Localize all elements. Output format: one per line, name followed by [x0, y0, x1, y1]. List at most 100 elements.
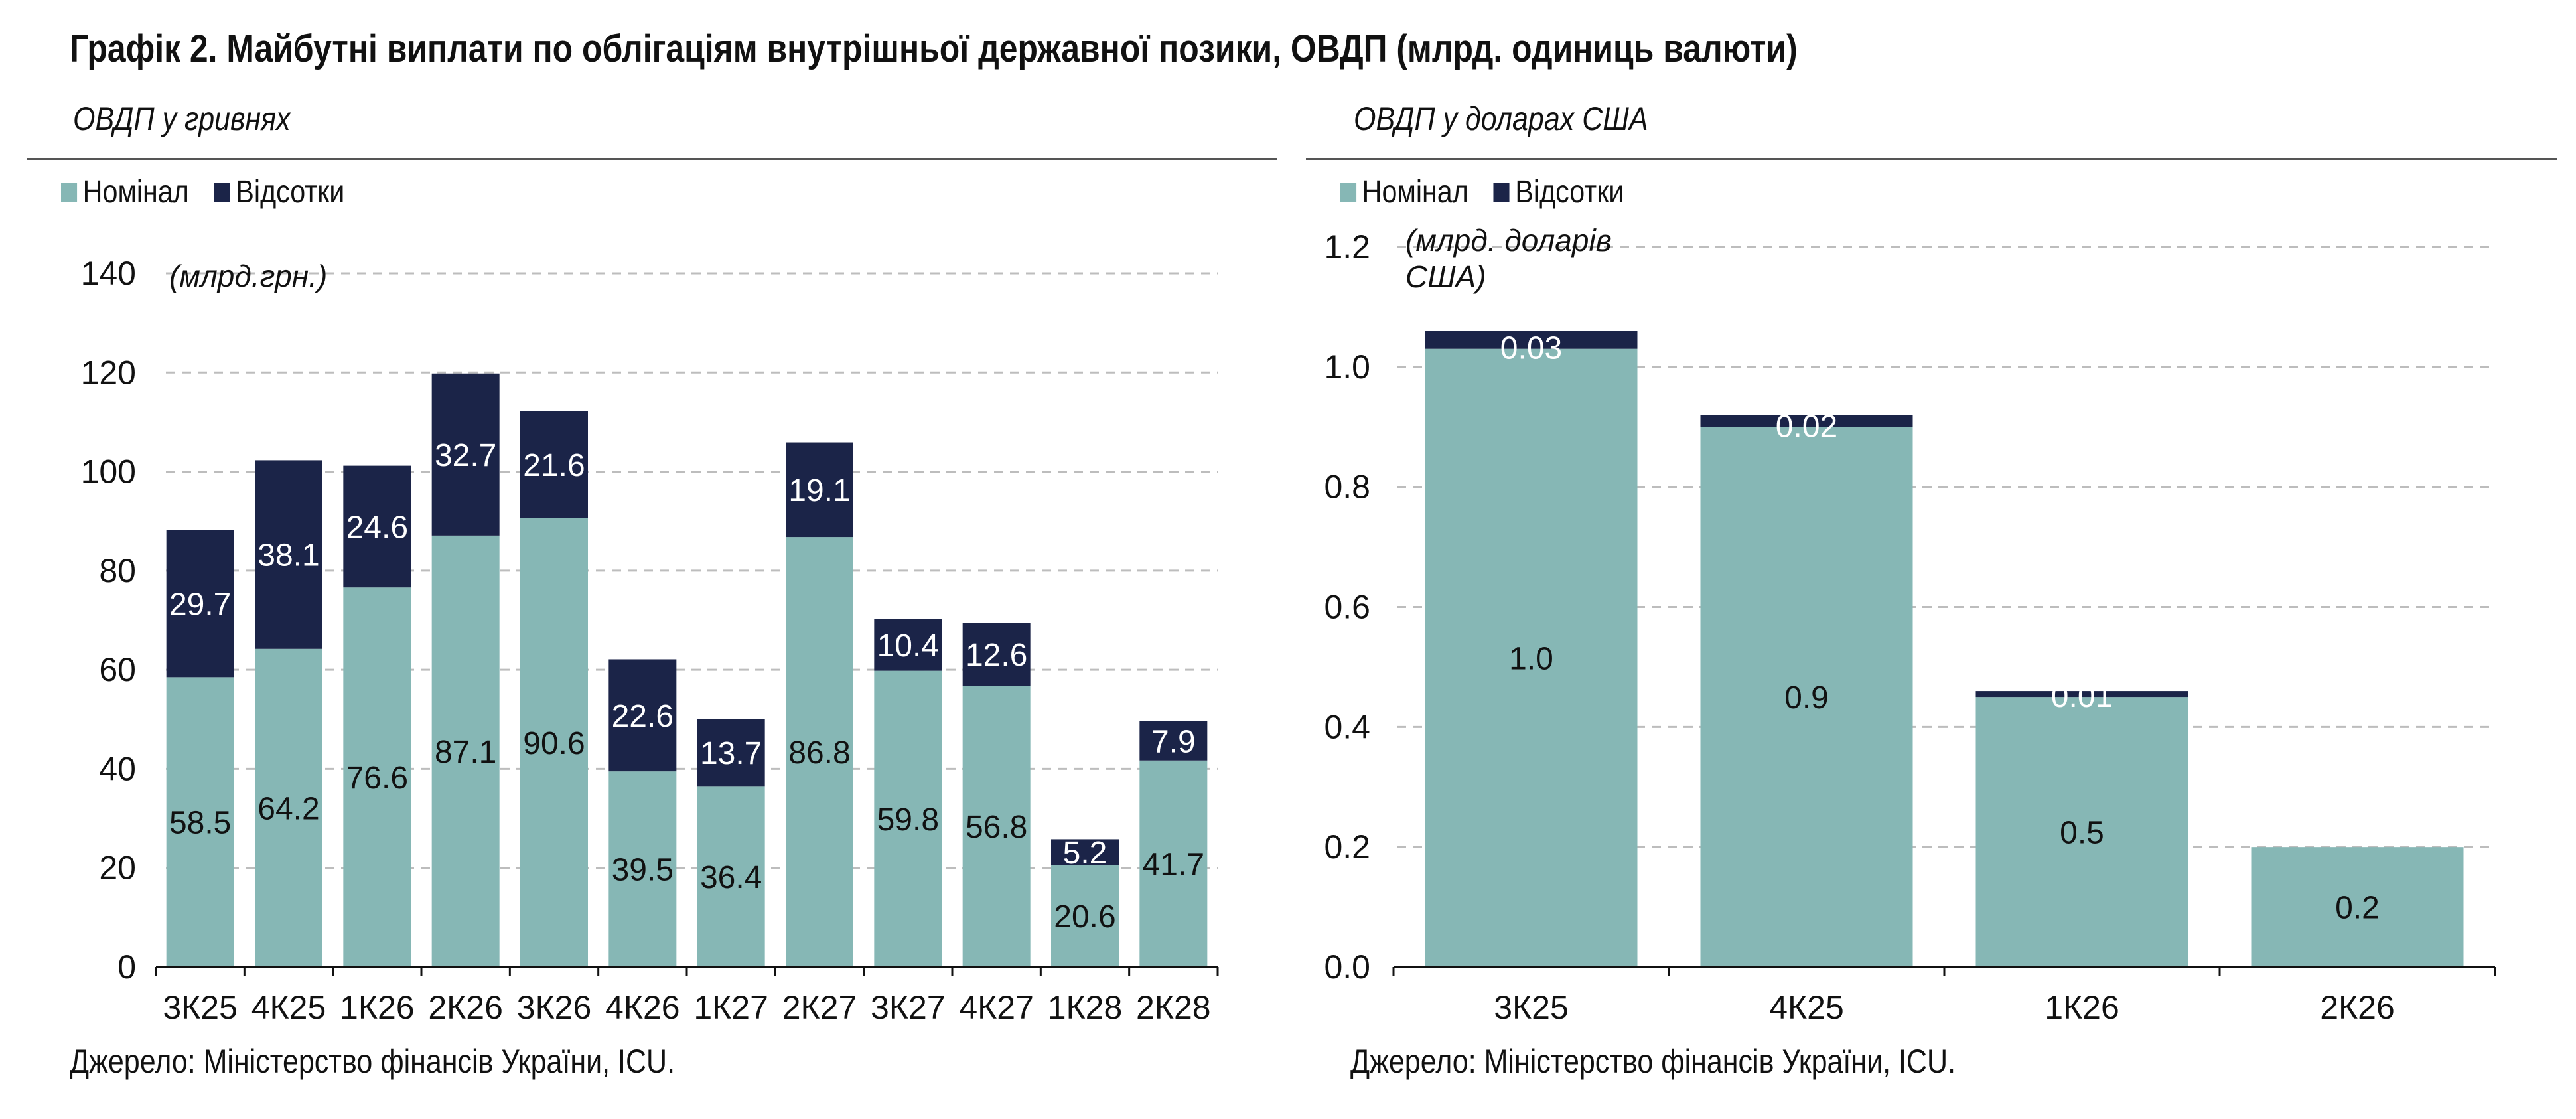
- bar-nominal: [1051, 865, 1119, 967]
- data-label-nominal: 39.5: [612, 853, 674, 888]
- data-label-interest: 38.1: [257, 538, 319, 573]
- bar-nominal: [608, 771, 677, 967]
- data-label-interest: 10.4: [877, 629, 939, 664]
- data-label-interest: 19.1: [788, 473, 850, 508]
- x-category-label: 3К25: [1494, 989, 1569, 1026]
- bar-nominal: [786, 537, 853, 967]
- legend-swatch-interest: [1493, 183, 1510, 202]
- data-label-nominal: 20.6: [1054, 899, 1115, 934]
- data-label-interest: 29.7: [169, 587, 231, 622]
- bar-interest: [962, 623, 1031, 686]
- bar-nominal: [166, 677, 234, 967]
- data-label-interest: 12.6: [966, 638, 1027, 673]
- x-category-label: 3К27: [871, 989, 946, 1026]
- bar-interest: [874, 619, 942, 671]
- legend-label-nominal: Номінал: [1362, 175, 1468, 210]
- unit-note: (млрд.грн.): [169, 259, 327, 293]
- data-label-nominal: 86.8: [788, 735, 850, 771]
- x-category-label: 2К27: [782, 989, 857, 1026]
- data-label-nominal: 59.8: [877, 802, 939, 838]
- right-header-rule: [1306, 158, 2557, 160]
- bar-nominal: [962, 686, 1031, 967]
- y-tick-label: 0.2: [1324, 828, 1370, 865]
- uah-bond-chart: 0 20 40 60 80 100 120 140 (млрд.грн.) 58.5 29.7 3К2…: [81, 255, 1219, 1026]
- data-label-interest: 0.03: [1500, 331, 1562, 366]
- bar-nominal: [520, 518, 588, 967]
- x-category-label: 3К26: [517, 989, 592, 1026]
- bar-nominal: [697, 786, 765, 967]
- bar-interest: [166, 530, 234, 678]
- data-label-interest: 5.2: [1063, 836, 1108, 871]
- data-label-nominal: 58.5: [169, 806, 231, 841]
- bar-nominal: [343, 587, 411, 967]
- data-label-interest: 0.02: [1776, 409, 1837, 444]
- bar-interest: [1425, 331, 1638, 349]
- data-label-nominal: 0.9: [1784, 680, 1829, 715]
- legend-swatch-nominal: [1340, 183, 1357, 202]
- data-label-nominal: 87.1: [435, 735, 496, 770]
- right-source-note: Джерело: Міністерство фінансів України, …: [1350, 1043, 1956, 1080]
- bar-interest: [520, 411, 588, 518]
- bar-interest: [255, 460, 322, 649]
- y-tick-label: 60: [99, 651, 136, 688]
- y-tick-label: 120: [81, 354, 136, 391]
- y-tick-label: 0.8: [1324, 469, 1370, 506]
- bar-interest: [431, 373, 500, 536]
- data-label-nominal: 56.8: [966, 810, 1027, 845]
- bar-interest: [697, 719, 765, 787]
- bar-nominal: [1425, 348, 1638, 967]
- legend-swatch-nominal: [61, 183, 78, 202]
- figure-title: Графік 2. Майбутні виплати по облігаціям…: [70, 27, 1798, 70]
- y-tick-label: 1.0: [1324, 348, 1370, 386]
- y-tick-label: 0: [117, 948, 136, 986]
- data-label-nominal: 90.6: [523, 726, 585, 761]
- data-label-interest: 24.6: [346, 510, 408, 545]
- bar-nominal: [431, 535, 500, 967]
- bar-nominal: [1975, 697, 2188, 967]
- x-category-label: 4К27: [959, 989, 1034, 1026]
- bar-nominal: [874, 670, 942, 967]
- data-label-interest: 32.7: [435, 438, 496, 473]
- legend-label-interest: Відсотки: [236, 175, 345, 210]
- right-legend: Номінал Відсотки: [1340, 174, 1649, 210]
- bar-interest: [1975, 691, 2188, 698]
- x-category-label: 3К25: [163, 989, 238, 1026]
- data-label-nominal: 1.0: [1509, 641, 1553, 676]
- legend-item-nominal: Номінал: [1340, 174, 1468, 210]
- bar-interest: [786, 442, 853, 538]
- legend-label-nominal: Номінал: [82, 175, 189, 210]
- y-tick-label: 80: [99, 552, 136, 589]
- unit-note: (млрд. доларів: [1405, 223, 1612, 258]
- x-category-label: 4К25: [251, 989, 326, 1026]
- y-tick-label: 100: [81, 453, 136, 490]
- data-label-nominal: 41.7: [1143, 847, 1204, 882]
- left-chart-subtitle: ОВДП у гривнях: [73, 100, 291, 137]
- legend-item-interest: Відсотки: [1493, 174, 1624, 210]
- left-source-note: Джерело: Міністерство фінансів України, …: [70, 1043, 676, 1080]
- y-tick-label: 0.6: [1324, 589, 1370, 626]
- data-label-interest: 21.6: [523, 448, 585, 483]
- x-category-label: 1К28: [1048, 989, 1123, 1026]
- bar-interest: [1139, 721, 1208, 761]
- legend-item-nominal: Номінал: [61, 174, 189, 210]
- right-chart-subtitle: ОВДП у доларах США: [1354, 100, 1648, 137]
- data-label-nominal: 0.5: [2060, 816, 2104, 851]
- y-tick-label: 40: [99, 750, 136, 787]
- x-category-label: 2К28: [1136, 989, 1211, 1026]
- bar-interest: [1700, 415, 1913, 427]
- data-label-nominal: 0.2: [2335, 891, 2380, 926]
- y-tick-label: 0.0: [1324, 948, 1370, 986]
- bar-interest: [608, 659, 677, 772]
- x-category-label: 1К27: [693, 989, 768, 1026]
- x-category-label: 1К26: [340, 989, 415, 1026]
- y-tick-label: 0.4: [1324, 708, 1370, 745]
- data-label-interest: 0.01: [2051, 679, 2113, 714]
- data-label-interest: 22.6: [612, 699, 674, 734]
- left-legend: Номінал Відсотки: [61, 174, 370, 210]
- bar-nominal: [1700, 427, 1913, 967]
- bar-nominal: [1139, 760, 1208, 967]
- data-label-nominal: 36.4: [700, 860, 762, 895]
- legend-item-interest: Відсотки: [214, 174, 345, 210]
- data-label-nominal: 64.2: [257, 791, 319, 826]
